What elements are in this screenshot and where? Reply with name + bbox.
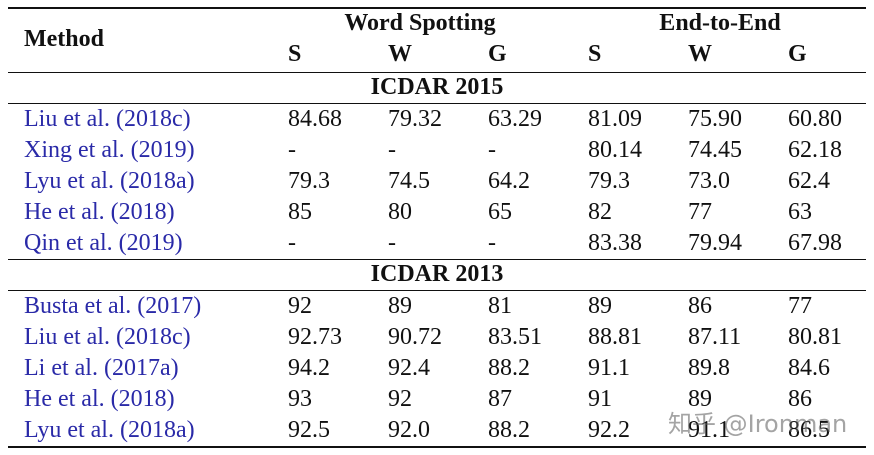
method-header: Method — [24, 26, 104, 52]
method-name: Li et al. (2017a) — [24, 355, 179, 381]
score-cell: 91.1 — [588, 355, 630, 381]
score-cell: - — [288, 230, 296, 256]
score-cell: 81.09 — [588, 106, 642, 132]
score-cell: 92.4 — [388, 355, 430, 381]
method-name: Qin et al. (2019) — [24, 230, 183, 256]
score-cell: 64.2 — [488, 168, 530, 194]
score-cell: 92 — [288, 293, 312, 319]
subcolumn-header: G — [488, 41, 507, 67]
score-cell: 77 — [688, 199, 712, 225]
score-cell: 86 — [788, 386, 812, 412]
score-cell: 79.94 — [688, 230, 742, 256]
score-cell: 81 — [488, 293, 512, 319]
score-cell: 84.6 — [788, 355, 830, 381]
subcolumn-header: S — [288, 41, 302, 67]
method-name: Lyu et al. (2018a) — [24, 417, 195, 443]
score-cell: 79.3 — [288, 168, 330, 194]
watermark: 知乎 @Ironman — [668, 410, 848, 438]
score-cell: - — [488, 137, 496, 163]
method-name: He et al. (2018) — [24, 199, 175, 225]
bottom-rule — [8, 446, 866, 448]
section-rule — [8, 259, 866, 260]
score-cell: 74.45 — [688, 137, 742, 163]
method-name: Xing et al. (2019) — [24, 137, 195, 163]
score-cell: 92.5 — [288, 417, 330, 443]
header-rule — [8, 72, 866, 73]
score-cell: 87.11 — [688, 324, 742, 350]
score-cell: 80.81 — [788, 324, 842, 350]
score-cell: 83.51 — [488, 324, 542, 350]
section-title: ICDAR 2013 — [370, 261, 504, 287]
score-cell: - — [288, 137, 296, 163]
score-cell: 92.2 — [588, 417, 630, 443]
top-rule — [8, 7, 866, 9]
score-cell: 92.0 — [388, 417, 430, 443]
score-cell: 89 — [388, 293, 412, 319]
section-rule — [8, 103, 866, 104]
score-cell: 92 — [388, 386, 412, 412]
score-cell: 86 — [688, 293, 712, 319]
section-rule — [8, 290, 866, 291]
score-cell: - — [388, 137, 396, 163]
score-cell: 79.32 — [388, 106, 442, 132]
section-title: ICDAR 2015 — [370, 74, 504, 100]
score-cell: 60.80 — [788, 106, 842, 132]
score-cell: 88.81 — [588, 324, 642, 350]
score-cell: 83.38 — [588, 230, 642, 256]
score-cell: 62.18 — [788, 137, 842, 163]
score-cell: 89 — [688, 386, 712, 412]
score-cell: 91 — [588, 386, 612, 412]
score-cell: 86.5 — [788, 417, 830, 443]
score-cell: 80.14 — [588, 137, 642, 163]
score-cell: 79.3 — [588, 168, 630, 194]
score-cell: 67.98 — [788, 230, 842, 256]
score-cell: 94.2 — [288, 355, 330, 381]
score-cell: 63 — [788, 199, 812, 225]
score-cell: 75.90 — [688, 106, 742, 132]
score-cell: 63.29 — [488, 106, 542, 132]
score-cell: 82 — [588, 199, 612, 225]
score-cell: 65 — [488, 199, 512, 225]
method-name: Liu et al. (2018c) — [24, 324, 191, 350]
score-cell: 80 — [388, 199, 412, 225]
subcolumn-header: W — [688, 41, 712, 67]
score-cell: 85 — [288, 199, 312, 225]
score-cell: 62.4 — [788, 168, 830, 194]
score-cell: 74.5 — [388, 168, 430, 194]
score-cell: 84.68 — [288, 106, 342, 132]
method-name: Busta et al. (2017) — [24, 293, 202, 319]
group-header: Word Spotting — [344, 10, 496, 36]
group-header: End-to-End — [659, 10, 781, 36]
score-cell: 89.8 — [688, 355, 730, 381]
score-cell: 77 — [788, 293, 812, 319]
method-name: Lyu et al. (2018a) — [24, 168, 195, 194]
score-cell: 88.2 — [488, 417, 530, 443]
method-name: Liu et al. (2018c) — [24, 106, 191, 132]
score-cell: 87 — [488, 386, 512, 412]
score-cell: - — [488, 230, 496, 256]
score-cell: 93 — [288, 386, 312, 412]
score-cell: - — [388, 230, 396, 256]
score-cell: 73.0 — [688, 168, 730, 194]
score-cell: 91.1 — [688, 417, 730, 443]
score-cell: 88.2 — [488, 355, 530, 381]
subcolumn-header: G — [788, 41, 807, 67]
score-cell: 90.72 — [388, 324, 442, 350]
score-cell: 89 — [588, 293, 612, 319]
subcolumn-header: S — [588, 41, 602, 67]
subcolumn-header: W — [388, 41, 412, 67]
score-cell: 92.73 — [288, 324, 342, 350]
method-name: He et al. (2018) — [24, 386, 175, 412]
